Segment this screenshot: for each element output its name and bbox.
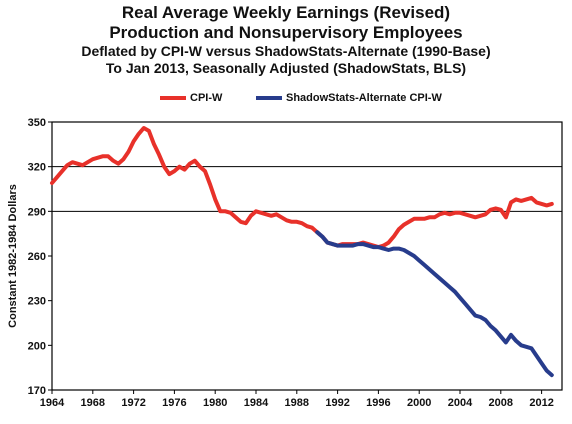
x-tick-label-1980: 1980 <box>203 397 227 409</box>
x-tick-label-2000: 2000 <box>407 397 431 409</box>
chart-subtitle-line2: To Jan 2013, Seasonally Adjusted (Shadow… <box>105 60 467 76</box>
legend-swatch-cpi-w <box>160 96 186 100</box>
series-line-cpi-w <box>50 126 554 250</box>
legend-swatch-shadowstats <box>256 96 282 100</box>
x-tick-label-2008: 2008 <box>489 397 513 409</box>
x-tick-label-1972: 1972 <box>121 397 145 409</box>
y-tick-label-320: 320 <box>28 162 46 174</box>
chart-titles: Real Average Weekly Earnings (Revised) P… <box>0 2 572 77</box>
chart-title-line2: Production and Nonsupervisory Employees <box>109 23 463 42</box>
x-tick-label-2004: 2004 <box>448 397 473 409</box>
x-tick-label-1964: 1964 <box>40 397 65 409</box>
plot-frame <box>51 121 563 391</box>
series-line-shadowstats <box>315 230 554 378</box>
legend-label-shadowstats: ShadowStats-Alternate CPI-W <box>286 92 442 104</box>
x-tick-label-1996: 1996 <box>366 397 390 409</box>
x-tick-label-1988: 1988 <box>285 397 309 409</box>
y-axis-title: Constant 1982-1984 Dollars <box>7 184 19 328</box>
y-tick-label-170: 170 <box>28 385 46 397</box>
chart-subtitle-line1: Deflated by CPI-W versus ShadowStats-Alt… <box>81 43 491 59</box>
x-tick-label-2012: 2012 <box>529 397 553 409</box>
legend-label-cpi-w: CPI-W <box>190 92 223 104</box>
legend-item-shadowstats: ShadowStats-Alternate CPI-W <box>256 92 442 104</box>
y-tick-label-260: 260 <box>28 251 46 263</box>
y-tick-label-350: 350 <box>28 117 46 129</box>
y-tick-label-290: 290 <box>28 206 46 218</box>
x-tick-label-1968: 1968 <box>81 397 105 409</box>
chart-title: Real Average Weekly Earnings (Revised) <box>121 3 451 22</box>
x-tick-label-1984: 1984 <box>244 397 269 409</box>
legend: CPI-W ShadowStats-Alternate CPI-W <box>0 92 572 108</box>
x-tick-label-1976: 1976 <box>162 397 186 409</box>
y-tick-label-200: 200 <box>28 340 46 352</box>
x-tick-label-1992: 1992 <box>325 397 349 409</box>
legend-item-cpi-w: CPI-W <box>160 92 222 104</box>
y-tick-label-230: 230 <box>28 296 46 308</box>
